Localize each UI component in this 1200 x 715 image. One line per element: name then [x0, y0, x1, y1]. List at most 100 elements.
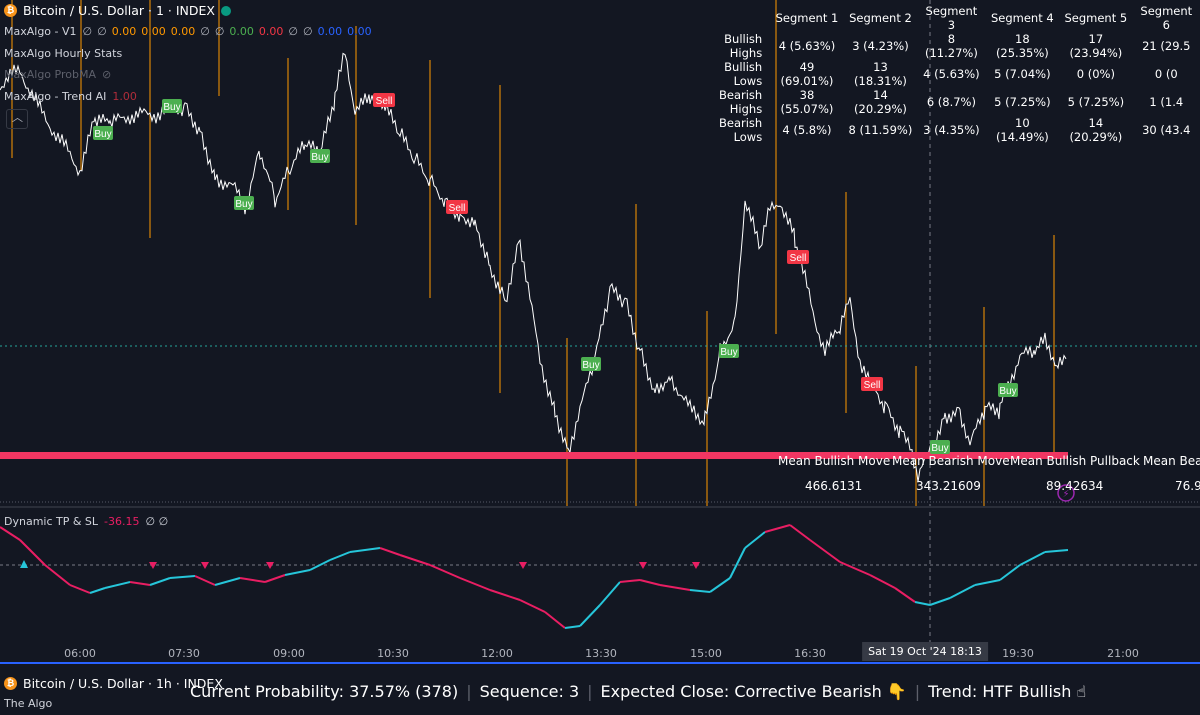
mean-bear-label: Mean Bear: [1143, 454, 1200, 468]
indicator-hourly[interactable]: MaxAlgo Hourly Stats: [4, 47, 122, 60]
oscillator-segment: [149, 577, 171, 586]
indicator-v1-value: 0.00: [170, 25, 196, 38]
time-axis-label: 15:00: [690, 647, 722, 660]
dynamic-tp-sl-name: Dynamic TP & SL: [4, 515, 99, 528]
oscillator-segment: [169, 575, 196, 579]
time-axis-label: 07:30: [168, 647, 200, 660]
segment-header: Segment 6: [1140, 4, 1193, 32]
oscillator-segment: [564, 625, 581, 629]
symbol-title[interactable]: Bitcoin / U.S. Dollar · 1 · INDEX: [23, 3, 215, 18]
buy-signal[interactable]: Buy: [998, 383, 1018, 397]
oscillator-segment: [399, 554, 431, 566]
segment-cell: 5 (7.25%): [1067, 95, 1125, 109]
segment-row: Bullish Lows 49 (69.01%) 13 (18.31%) 4 (5.6…: [690, 60, 1200, 88]
mean-bearish-move-value: 343.21609: [916, 479, 981, 493]
signal-markers: Buy Buy Buy Buy Sell Sell Buy Buy Sell Sell Buy Buy: [93, 93, 1018, 454]
oscillator-segment: [914, 601, 931, 606]
indicator-trend-value: 1.00: [112, 90, 137, 103]
buy-signal-label: Buy: [582, 360, 599, 371]
eye-off-icon[interactable]: ⊘: [101, 68, 112, 81]
oscillator-segment: [579, 604, 601, 627]
segment-cell: 8 (11.59%): [848, 123, 913, 137]
oscillator-segment: [744, 531, 766, 549]
indicator-v1-value: ∅: [200, 25, 210, 38]
mean-bullish-pullback-value: 89.42634: [1046, 479, 1104, 493]
oscillator-segment: [764, 524, 791, 533]
segment-header-row: Segment 1 Segment 2 Segment 3 Segment 4 Segm…: [690, 4, 1200, 32]
oscillator-segment: [349, 547, 381, 553]
oscillator-segment: [974, 579, 1001, 586]
indicator-v1-values: ∅ ∅ 0.00 0.00 0.00 ∅ ∅ 0.00 0.00 ∅ ∅ 0.00 0.00: [83, 25, 372, 38]
expected-close: Expected Close: Corrective Bearish 👇: [600, 682, 907, 701]
buy-signal[interactable]: Buy: [234, 196, 254, 210]
oscillator-segment: [284, 569, 311, 576]
oscillator-segment: [0, 526, 21, 541]
dynamic-tp-sl-legend[interactable]: Dynamic TP & SL -36.15 ∅ ∅: [4, 515, 168, 528]
oscillator-segment: [869, 574, 896, 589]
segment-cell: 3 (4.35%): [923, 123, 980, 137]
indicator-trend[interactable]: MaxAlgo - Trend AI 1.00: [4, 90, 137, 103]
segment-cell: 17 (23.94%): [1069, 32, 1123, 60]
bottom-symbol-title[interactable]: Bitcoin / U.S. Dollar · 1h · INDEX: [23, 676, 223, 691]
oscillator-segment: [239, 577, 266, 583]
sequence-value: Sequence: 3: [479, 682, 580, 701]
bottom-indicator-name[interactable]: The Algo: [4, 697, 53, 710]
sell-signal[interactable]: Sell: [446, 200, 468, 214]
buy-signal-label: Buy: [163, 102, 180, 113]
buy-signal[interactable]: Buy: [930, 440, 950, 454]
sell-signal[interactable]: Sell: [861, 377, 883, 391]
oscillator-segment: [129, 581, 151, 586]
bottom-pane: [0, 662, 1200, 715]
sell-signal[interactable]: Sell: [787, 250, 809, 264]
indicator-v1-value: 0.00: [347, 25, 372, 38]
chevron-up-icon: ︿: [12, 111, 23, 124]
oscillator-segment: [809, 539, 841, 563]
mean-bullish-move-label: Mean Bullish Move: [778, 454, 891, 468]
indicator-hourly-name: MaxAlgo Hourly Stats: [4, 47, 123, 60]
summary-divider: |: [587, 682, 593, 701]
time-axis-cursor-label: Sat 19 Oct '24 18:13: [862, 642, 988, 661]
segment-cell: 49 (69.01%): [780, 60, 834, 88]
oscillator-segment: [194, 575, 216, 586]
indicator-v1[interactable]: MaxAlgo - V1 ∅ ∅ 0.00 0.00 0.00 ∅ ∅ 0.00 0.00 ∅ ∅ 0…: [4, 25, 372, 38]
sell-signal[interactable]: Sell: [373, 93, 395, 107]
indicator-v1-value: ∅: [288, 25, 298, 38]
buy-signal[interactable]: Buy: [162, 99, 182, 113]
lightning-alert-icon[interactable]: [1057, 484, 1075, 502]
trend-value: Trend: HTF Bullish ☝: [928, 682, 1087, 701]
buy-signal-label: Buy: [931, 443, 948, 454]
buy-signal[interactable]: Buy: [93, 126, 113, 140]
time-axis-label: 13:30: [585, 647, 617, 660]
segment-cell: 3 (4.23%): [852, 39, 909, 53]
buy-signal[interactable]: Buy: [581, 357, 601, 371]
sell-signal-label: Sell: [790, 253, 807, 264]
buy-signal-label: Buy: [235, 199, 252, 210]
oscillator-segment: [544, 611, 566, 629]
mean-bearish-move-label: Mean Bearish Move: [892, 454, 1010, 468]
summary-divider: |: [466, 682, 472, 701]
oscillator-segment: [264, 574, 286, 583]
indicator-v1-value: 0.00: [229, 25, 254, 38]
segment-header: Segment 1: [775, 11, 839, 25]
oscillator-segment: [659, 584, 691, 591]
oscillator-segment: [489, 589, 521, 601]
segment-row: Bullish Highs 4 (5.63%) 3 (4.23%) 8 (11.27%…: [690, 32, 1200, 60]
indicator-v1-value: ∅: [97, 25, 107, 38]
segment-cell: 5 (7.25%): [994, 95, 1051, 109]
segment-cell: 14 (20.29%): [854, 88, 907, 116]
indicator-probma[interactable]: MaxAlgo ProbMA ⊘: [4, 68, 111, 81]
collapse-legend-button[interactable]: ︿: [6, 109, 28, 129]
indicator-v1-value: ∅: [214, 25, 225, 38]
segment-cell: 8 (11.27%): [924, 32, 978, 60]
segment-cell: 6 (8.7%): [926, 95, 976, 109]
buy-signal-label: Buy: [311, 152, 328, 163]
buy-signal[interactable]: Buy: [310, 149, 330, 163]
oscillator-segment: [929, 597, 951, 606]
segment-header: Segment 5: [1064, 11, 1128, 25]
oscillator-segment: [329, 551, 351, 561]
segment-cell: 1 (1.4: [1149, 95, 1184, 109]
oscillator-down-triangle: [201, 562, 209, 569]
segment-header: Segment 2: [849, 11, 912, 25]
buy-signal[interactable]: Buy: [719, 344, 739, 358]
